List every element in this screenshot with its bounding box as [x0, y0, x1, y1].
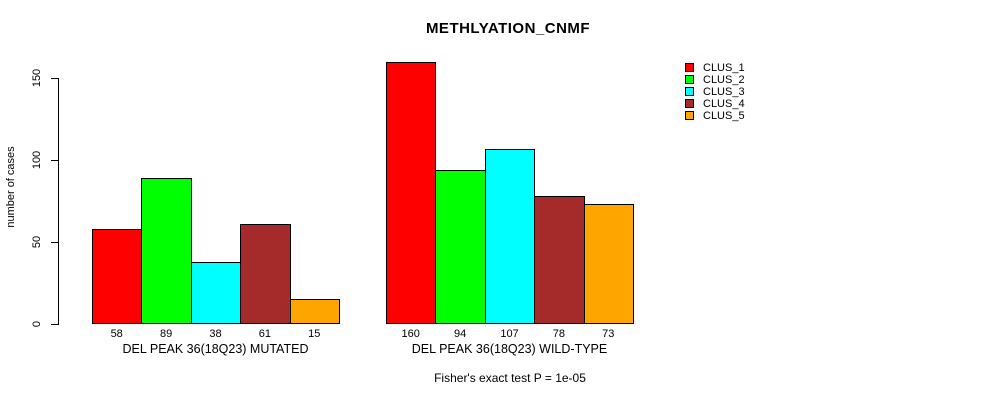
y-axis-tick: [51, 77, 58, 79]
y-axis-line: [58, 78, 59, 325]
legend-swatch-clus_4: [685, 99, 694, 108]
chart-title: METHLYATION_CNMF: [425, 20, 591, 37]
bar-value-label: 15: [308, 328, 321, 340]
bar-value-label: 160: [401, 328, 420, 340]
y-axis-tick-label: 0: [31, 320, 43, 328]
bar-clus_3-group1: [191, 262, 241, 324]
bar-clus_5-group2: [584, 204, 634, 324]
bar-value-label: 58: [110, 328, 123, 340]
bar-value-label: 78: [552, 328, 566, 340]
y-axis-tick-label: 50: [31, 235, 43, 249]
legend-swatch-clus_1: [685, 63, 694, 72]
bar-clus_4-group1: [240, 224, 291, 324]
y-axis-tick: [51, 241, 58, 243]
y-axis-tick: [51, 159, 58, 161]
legend-label: CLUS_2: [703, 74, 745, 86]
bar-value-label: 94: [453, 328, 467, 340]
bar-clus_1-group2: [386, 62, 436, 324]
y-axis-label: number of cases: [5, 146, 17, 228]
bar-clus_2-group2: [435, 170, 486, 324]
fisher-test-annotation: Fisher's exact test P = 1e-05: [434, 371, 586, 385]
bar-clus_4-group2: [534, 196, 585, 324]
legend-label: CLUS_5: [703, 110, 745, 122]
bar-value-label: 73: [602, 328, 615, 340]
y-axis-tick-label: 100: [31, 150, 43, 170]
bar-clus_3-group2: [485, 149, 535, 324]
legend-label: CLUS_4: [703, 98, 745, 110]
y-axis-tick: [51, 323, 58, 325]
bar-value-label: 61: [258, 328, 272, 340]
legend-swatch-clus_3: [685, 87, 694, 96]
bar-value-label: 38: [209, 328, 222, 340]
legend-swatch-clus_2: [685, 75, 694, 84]
y-axis-tick-label: 150: [31, 68, 43, 88]
group-label: DEL PEAK 36(18Q23) MUTATED: [122, 342, 309, 356]
group-label: DEL PEAK 36(18Q23) WILD-TYPE: [411, 342, 608, 356]
legend-label: CLUS_1: [703, 62, 745, 74]
bar-clus_5-group1: [290, 299, 340, 324]
bar-clus_1-group1: [92, 229, 142, 324]
bar-clus_2-group1: [141, 178, 192, 324]
bar-value-label: 107: [500, 328, 519, 340]
bar-value-label: 89: [159, 328, 173, 340]
legend-swatch-clus_5: [685, 111, 694, 120]
legend-label: CLUS_3: [703, 86, 745, 98]
